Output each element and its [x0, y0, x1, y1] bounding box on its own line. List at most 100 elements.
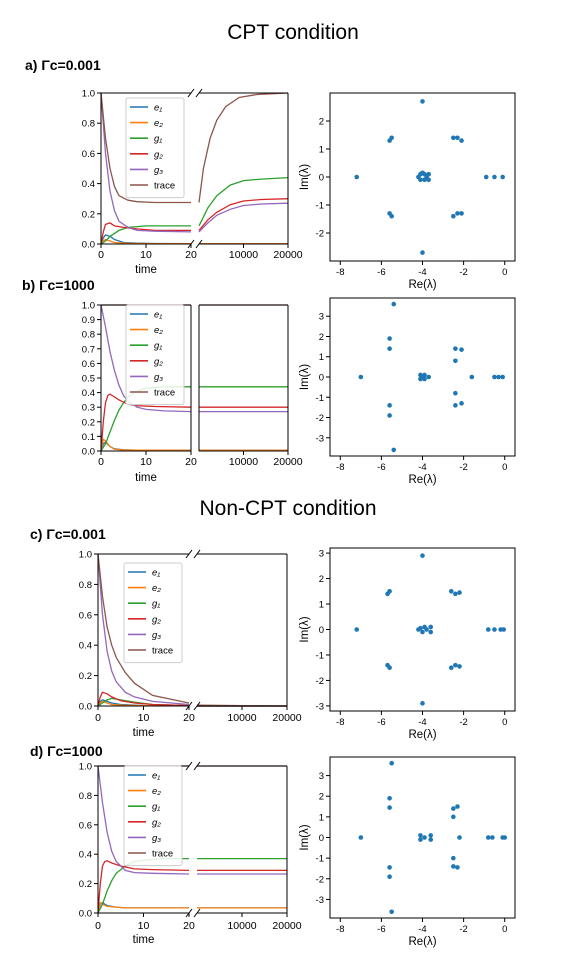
x-tick-label: 20000: [272, 712, 301, 724]
eigenvalue-point: [387, 413, 392, 418]
eigenvalue-point: [418, 177, 423, 183]
eigenvalue-point: [453, 403, 458, 408]
eigenvalue-point: [426, 171, 431, 177]
y-tick-label: 0.8: [82, 330, 95, 341]
y-tick-label: 0.2: [79, 671, 92, 682]
eigenvalue-point: [485, 627, 491, 632]
legend-label-e2: e₂: [152, 583, 161, 594]
eigenvalue-point: [451, 864, 456, 869]
series-long-g1: [198, 176, 289, 227]
eigenvalue-point: [418, 833, 423, 838]
x-tick-label: 20: [185, 456, 197, 468]
eigenvalue-point: [459, 401, 464, 406]
eigenvalue-point: [455, 804, 460, 809]
eigenvalue-point: [387, 403, 392, 408]
eigenvalue-point: [502, 835, 508, 840]
panel-label-c: c) Γc=0.001: [30, 526, 106, 542]
y-tick-label: 0.7: [82, 344, 95, 355]
y-tick-label: 0.4: [79, 641, 92, 652]
eigenvalue-point: [387, 665, 392, 671]
section-title-non-cpt: Non-CPT condition: [199, 497, 376, 520]
series-long-g3: [198, 202, 289, 233]
y-tick-label: 0.0: [79, 909, 92, 920]
eigenvalue-point: [358, 374, 364, 380]
eigen-y-tick-label: 0: [319, 173, 324, 184]
eigenvalue-point: [501, 627, 506, 632]
section-title-cpt: CPT condition: [227, 21, 359, 44]
eigen-y-tick-label: -3: [316, 701, 324, 712]
eigenvalue-point: [354, 627, 360, 632]
eigenvalue-point: [448, 588, 454, 594]
eigenvalue-point: [422, 835, 427, 840]
eigenvalue-point: [483, 174, 489, 180]
eigen-x-tick-label: -2: [459, 462, 467, 473]
legend-label-e1: e₁: [154, 310, 162, 321]
y-tick-label: 1.0: [79, 550, 92, 561]
eigen-y-tick-label: 2: [319, 332, 324, 343]
legend-label-g2: g₂: [152, 614, 161, 625]
y-tick-label: 0.4: [82, 388, 95, 399]
eigenvalue-point: [387, 865, 392, 870]
axis-break-mark-bottom-1: [193, 908, 201, 918]
eigen-y-tick-label: -2: [316, 874, 324, 885]
eigenvalue-point: [420, 629, 425, 635]
eigen-y-axis-label: Im(λ): [299, 164, 311, 190]
x-tick-label: 10000: [229, 249, 258, 261]
eigen-x-tick-label: -2: [459, 717, 467, 728]
eigenvalue-point: [500, 374, 505, 380]
eigen-y-axis-label: Im(λ): [299, 364, 311, 390]
eigenvalue-point: [418, 376, 423, 382]
legend-label-g3: g₃: [154, 165, 163, 176]
axis-break-mark-bottom-1: [195, 239, 203, 249]
x-tick-label: 20: [183, 920, 195, 932]
eigenvalue-point: [387, 874, 392, 880]
legend-label-trace: trace: [154, 181, 175, 192]
y-tick-label: 0.3: [82, 403, 95, 414]
eigenvalue-point: [490, 835, 495, 840]
eigenvalue-point: [496, 374, 501, 380]
legend-label-g1: g₁: [152, 599, 160, 610]
legend-label-g1: g₁: [152, 802, 160, 813]
eigen-x-tick-label: -4: [418, 717, 426, 728]
eigen-y-tick-label: -1: [316, 650, 324, 661]
series-short-g3: [100, 304, 192, 413]
eigenvalue-point: [492, 627, 497, 632]
eigenvalue-point: [420, 99, 425, 104]
axis-break-mark-top-0: [185, 549, 193, 559]
eigenvalue-point: [455, 211, 460, 216]
panel-label-d: d) Γc=1000: [30, 743, 103, 759]
y-tick-label: 0.9: [82, 315, 95, 326]
series-short-g3: [97, 553, 190, 706]
series-short-g2: [97, 691, 190, 707]
axis-break-mark-bottom-1: [193, 701, 201, 711]
eigen-x-tick-label: -8: [336, 462, 344, 473]
eigenvalue-point: [426, 374, 431, 380]
eigenvalue-point: [451, 135, 456, 141]
legend-label-e1: e₁: [152, 568, 160, 579]
eigen-y-tick-label: 0: [319, 625, 324, 636]
eigen-x-tick-label: -8: [336, 717, 344, 728]
y-tick-label: 0.6: [82, 359, 95, 370]
x-tick-label: 10: [138, 712, 150, 724]
series-short-g3: [100, 92, 192, 233]
eigen-y-tick-label: -1: [316, 854, 324, 865]
panel-a: 0.00.20.40.60.81.00 10 20 10000 20000timee₁e…: [82, 89, 516, 291]
y-tick-label: 0.0: [82, 447, 95, 458]
eigen-y-tick-label: -1: [316, 393, 324, 404]
x-tick-label: 0: [98, 456, 104, 468]
series-short-g2: [97, 860, 190, 914]
panel-label-a: a) Γc=0.001: [25, 57, 101, 73]
x-tick-label: 0: [98, 249, 104, 261]
eigenvalue-point: [459, 211, 464, 216]
x-tick-label: 20: [185, 249, 197, 261]
legend-label-g1: g₁: [154, 341, 162, 352]
series-short-trace: [100, 92, 191, 204]
eigen-y-tick-label: 2: [319, 117, 324, 128]
y-tick-label: 0.8: [79, 791, 92, 802]
eigen-x-tick-label: -8: [336, 267, 344, 278]
x-tick-label: 10000: [229, 456, 258, 468]
eigen-x-tick-label: -4: [418, 267, 426, 278]
y-tick-label: 1.0: [82, 301, 95, 312]
eigenvalue-point: [358, 835, 364, 840]
eigen-x-tick-label: -6: [377, 462, 385, 473]
